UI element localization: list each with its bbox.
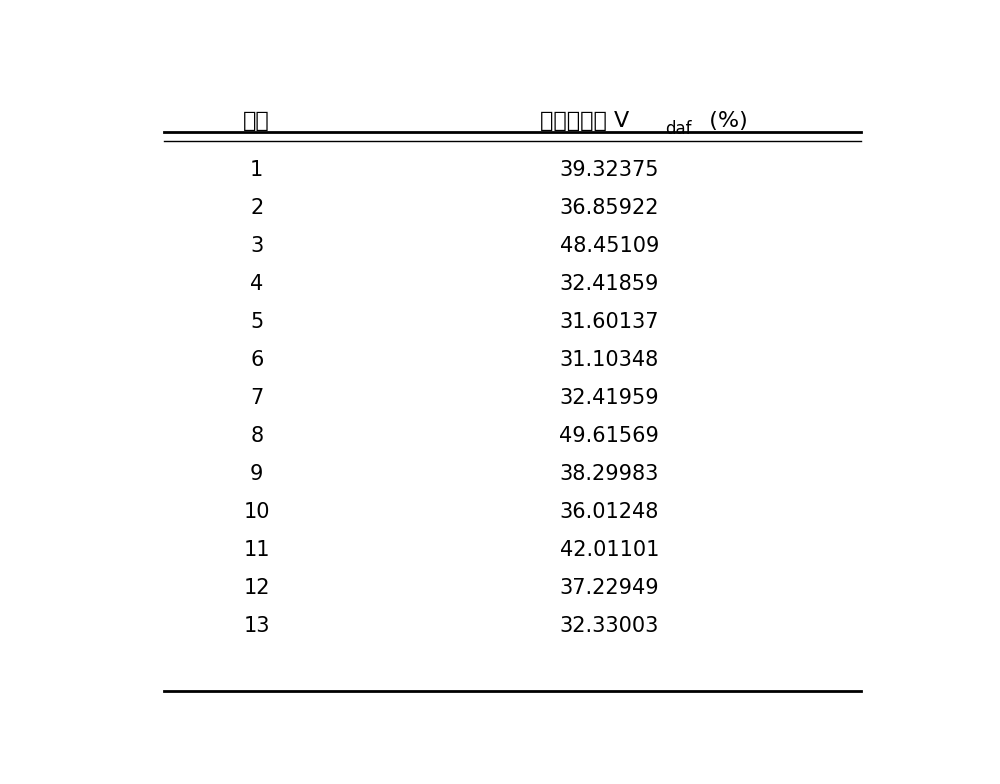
Text: 49.61569: 49.61569	[559, 426, 659, 446]
Text: 32.33003: 32.33003	[560, 616, 659, 636]
Text: 2: 2	[250, 198, 263, 218]
Text: 32.41859: 32.41859	[560, 274, 659, 294]
Text: 5: 5	[250, 312, 263, 332]
Text: 31.10348: 31.10348	[560, 350, 659, 370]
Text: 31.60137: 31.60137	[560, 312, 659, 332]
Text: 48.45109: 48.45109	[560, 236, 659, 256]
Text: 7: 7	[250, 388, 263, 408]
Text: 1: 1	[250, 159, 263, 180]
Text: daf: daf	[665, 120, 692, 138]
Text: 编号: 编号	[243, 111, 270, 131]
Text: 37.22949: 37.22949	[560, 578, 659, 598]
Text: 挥发分含量 V: 挥发分含量 V	[540, 111, 629, 131]
Text: 10: 10	[244, 502, 270, 522]
Text: 13: 13	[244, 616, 270, 636]
Text: 6: 6	[250, 350, 263, 370]
Text: 39.32375: 39.32375	[560, 159, 659, 180]
Text: 9: 9	[250, 464, 263, 484]
Text: 3: 3	[250, 236, 263, 256]
Text: 42.01101: 42.01101	[560, 540, 659, 560]
Text: 8: 8	[250, 426, 263, 446]
Text: 12: 12	[244, 578, 270, 598]
Text: 36.01248: 36.01248	[560, 502, 659, 522]
Text: (%): (%)	[695, 111, 747, 131]
Text: 32.41959: 32.41959	[560, 388, 659, 408]
Text: 11: 11	[244, 540, 270, 560]
Text: 4: 4	[250, 274, 263, 294]
Text: 38.29983: 38.29983	[560, 464, 659, 484]
Text: 36.85922: 36.85922	[560, 198, 659, 218]
